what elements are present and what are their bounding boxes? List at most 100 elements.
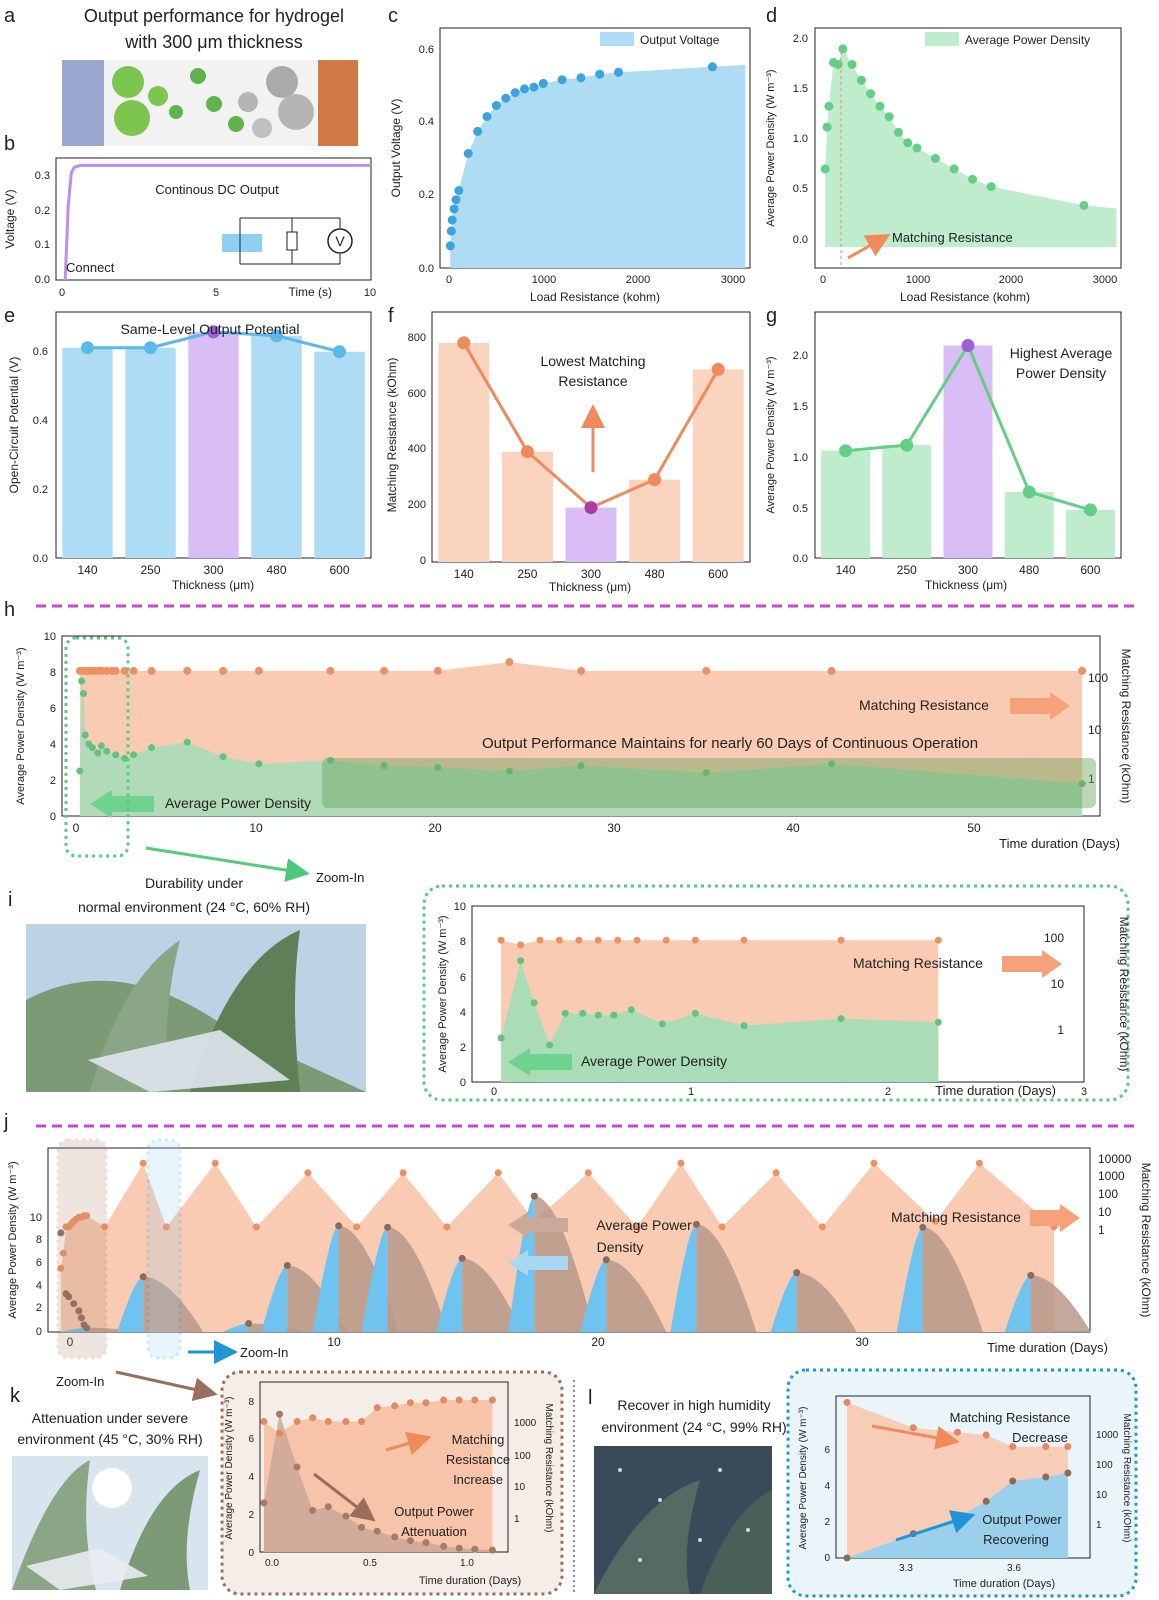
power-point [824, 101, 834, 111]
panel-i-y2label: Matching Resistance (kOhm) [1117, 917, 1131, 1072]
resistance-point [373, 1404, 381, 1412]
resistance-point [358, 1418, 365, 1425]
y-tick: 0.2 [33, 484, 48, 496]
x-tick: 300 [958, 563, 978, 577]
y-tick: 1.5 [793, 83, 808, 95]
power-density-points [497, 957, 942, 1049]
panel-c: c Output Voltage (V) 0.0 0.2 0.4 0.6 0 1… [388, 5, 751, 304]
y-tick: 0 [420, 555, 426, 567]
y-tick: 0.0 [793, 234, 808, 246]
voltage-point [557, 75, 567, 85]
value-point [648, 473, 662, 487]
resistance-point [211, 1159, 219, 1167]
power-point [81, 731, 89, 739]
decay-peak [796, 1272, 857, 1332]
resistance-point [982, 1431, 990, 1439]
panel-a-title-2: with 300 μm thickness [124, 32, 302, 52]
panel-h: h Average Power Density (W m⁻³) Matching… [4, 599, 1133, 885]
resistance-point [254, 666, 263, 675]
y-tick: 0 [824, 1553, 830, 1564]
power-point [78, 677, 86, 685]
bars [438, 336, 744, 562]
hydrogel-schematic-icon [62, 60, 358, 146]
resistance-point [536, 936, 544, 944]
panel-l-xlabel: Time duration (Days) [953, 1578, 1055, 1590]
panel-b-frame [55, 157, 372, 281]
panel-k-ann-res-3: Increase [453, 1472, 503, 1487]
power-point [828, 760, 836, 768]
value-point [961, 339, 975, 352]
power-density-points [820, 44, 1089, 210]
rise-peak [896, 1227, 923, 1332]
y-tick: 0.0 [793, 553, 808, 565]
power-point [594, 1011, 602, 1019]
leaf-device-photo-icon [26, 924, 366, 1092]
resistance-point [139, 1159, 147, 1167]
zoom-region-brown [56, 1138, 108, 1360]
panel-letter-c: c [388, 5, 398, 27]
x-tick: 1000 [906, 274, 930, 286]
panel-c-legend: Output Voltage [640, 33, 720, 47]
y-tick: 1.0 [793, 133, 808, 145]
x-tick: 480 [1019, 563, 1039, 577]
x-tick: 3.3 [899, 1563, 913, 1574]
resistance-point [633, 936, 641, 944]
x-tick: 0.5 [363, 1558, 377, 1569]
circuit-voltmeter-icon: V [222, 217, 353, 265]
panel-g: g Average Power Density (W m⁻³) 0.0 0.5 … [765, 305, 1122, 592]
panel-j-label-power-1: Average Power [596, 1217, 692, 1233]
y-tick: 6 [248, 1434, 254, 1445]
power-point [866, 89, 876, 99]
power-point [139, 1273, 147, 1281]
y-tick: 4 [50, 739, 56, 751]
decrease-arrow [871, 1424, 960, 1450]
resistance-point [614, 936, 622, 944]
panel-g-annotation-2: Power Density [1016, 365, 1106, 381]
resistance-point [1042, 1443, 1050, 1451]
power-point [70, 1300, 78, 1308]
power-point [440, 1542, 448, 1550]
x-tick: 30 [855, 1335, 869, 1349]
power-point [530, 999, 538, 1007]
y-tick: 0 [248, 1548, 254, 1559]
resistance-point [57, 1264, 65, 1272]
y-tick: 0.2 [419, 189, 434, 201]
bar-250 [882, 445, 932, 558]
sun-leaf-photo-icon [12, 1456, 208, 1590]
bar-480 [1004, 492, 1054, 558]
panel-k-y2label: Matching Resistance (kOhm) [543, 1404, 554, 1533]
panel-b-xticks: 0 5 10 [59, 287, 376, 299]
y2-tick: 1000 [1098, 1169, 1125, 1183]
y-tick: 2.0 [793, 350, 808, 362]
panel-d-legend: Average Power Density [965, 33, 1090, 47]
y-tick: 0.0 [33, 553, 48, 565]
value-point [520, 445, 534, 459]
y-tick: 4 [248, 1472, 254, 1483]
power-point [293, 1463, 301, 1471]
panel-l-title-1: Recover in high humidity [617, 1397, 770, 1413]
power-point [380, 762, 388, 770]
y-tick: 600 [408, 388, 426, 400]
y-tick: 0.5 [793, 503, 808, 515]
rise-peak [1004, 1275, 1031, 1332]
power-point [373, 1527, 381, 1535]
y-tick: 1.0 [793, 452, 808, 464]
power-point [658, 1020, 666, 1028]
left-arrow-head [90, 790, 112, 818]
panel-k-ann-res-1: Matching [452, 1432, 505, 1447]
panel-letter-j: j [3, 1111, 8, 1133]
x-tick: 250 [140, 563, 160, 577]
power-point [76, 767, 84, 775]
rise-peak [580, 1259, 607, 1332]
y2-tick: 1 [1057, 1023, 1064, 1037]
voltage-point [445, 241, 455, 251]
panel-k-ann-pow-2: Attenuation [401, 1524, 467, 1539]
matching-resistance-points [57, 1159, 1058, 1272]
resistance-point [342, 1418, 350, 1425]
power-point [847, 60, 857, 69]
voltage-point [491, 101, 501, 110]
power-point [903, 138, 913, 148]
bar-600 [314, 351, 365, 558]
panel-i-label-resistance: Matching Resistance [853, 955, 983, 971]
bars [62, 325, 365, 558]
